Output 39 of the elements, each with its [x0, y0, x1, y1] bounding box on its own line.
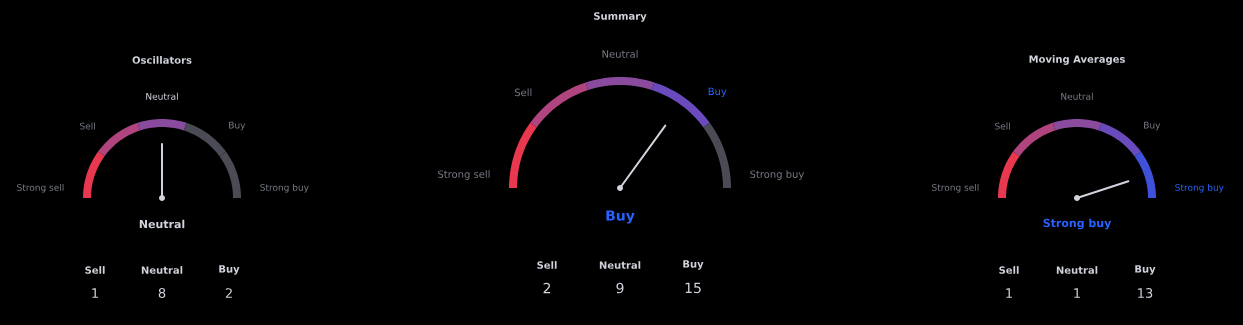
- category-label: Sell: [537, 261, 557, 269]
- slice-label: Sell: [80, 122, 95, 130]
- category-label: Sell: [85, 266, 105, 274]
- slice-label: Neutral: [602, 50, 638, 58]
- category-label: Neutral: [599, 261, 641, 269]
- data-label: 1: [1074, 288, 1080, 298]
- slice-label: Strong buy: [750, 170, 805, 180]
- data-label: 1: [92, 288, 98, 298]
- data-label: 9: [616, 282, 624, 294]
- text: Strong buy: [1043, 218, 1112, 230]
- slice-label: Strong buy: [1175, 183, 1224, 193]
- slice-label: Strong sell: [438, 170, 490, 180]
- chart-title: Moving Averages: [1029, 55, 1125, 65]
- category-label: Neutral: [141, 266, 183, 274]
- slice-label: Buy: [708, 87, 727, 98]
- data-label: 13: [1138, 288, 1153, 298]
- chart-title: Oscillators: [132, 56, 192, 64]
- text: Buy: [606, 210, 635, 224]
- data-label: 15: [685, 282, 701, 294]
- slice-label: Neutral: [146, 92, 178, 100]
- chart-title: Summary: [594, 12, 647, 22]
- slice-label: Strong sell: [17, 183, 64, 193]
- category-label: Buy: [1135, 265, 1156, 275]
- category-label: Sell: [999, 266, 1019, 274]
- category-label: Neutral: [1056, 266, 1098, 274]
- slice-label: Buy: [229, 121, 246, 131]
- category-label: Buy: [219, 265, 240, 275]
- text: Neutral: [139, 219, 185, 229]
- slice-label: Buy: [1144, 121, 1161, 131]
- category-label: Buy: [683, 260, 704, 270]
- data-label: 2: [225, 288, 232, 298]
- data-label: 8: [158, 288, 166, 298]
- data-label: 2: [543, 282, 551, 294]
- slice-label: Sell: [995, 122, 1010, 130]
- data-label: 1: [1006, 288, 1012, 298]
- slice-label: Strong buy: [260, 183, 309, 193]
- slice-label: Sell: [514, 88, 532, 97]
- slice-label: Strong sell: [932, 183, 979, 193]
- slice-label: Neutral: [1061, 92, 1093, 100]
